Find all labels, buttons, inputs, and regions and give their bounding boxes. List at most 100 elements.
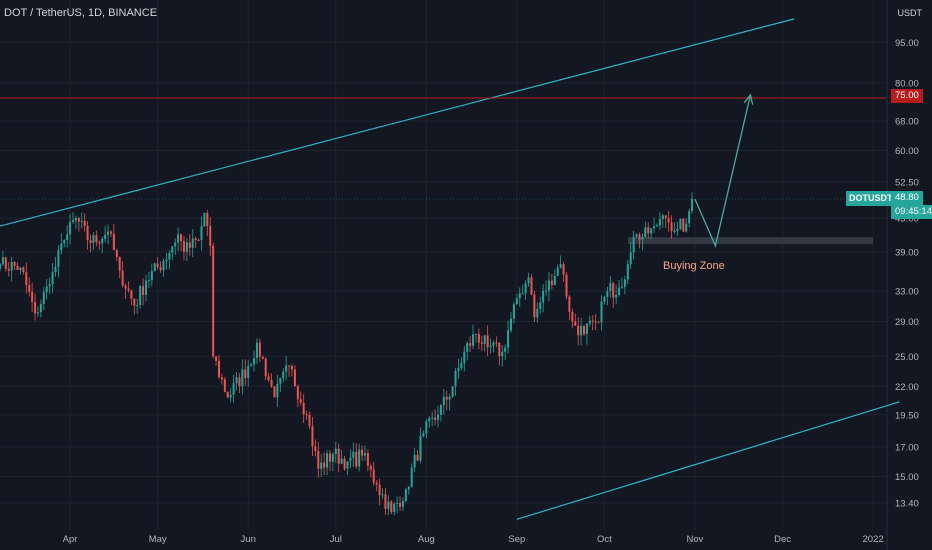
candle-body xyxy=(255,342,258,358)
candle-body xyxy=(521,293,524,295)
candle-body xyxy=(305,414,308,416)
candle-body xyxy=(647,227,650,234)
y-tick-label: 13.40 xyxy=(895,499,919,510)
candle-body xyxy=(279,378,282,384)
candle-body xyxy=(22,267,25,273)
candle-body xyxy=(273,386,276,398)
candle-body xyxy=(194,238,197,240)
candle-body xyxy=(469,343,472,346)
candle-body xyxy=(16,265,19,270)
candle-body xyxy=(142,286,145,295)
candle-body xyxy=(60,243,63,251)
candle-body xyxy=(372,469,375,483)
candle-body xyxy=(150,271,153,281)
lower-trendline xyxy=(516,401,900,520)
price-axis[interactable]: 13.40 15.00 17.00 19.50 22.00 25.00 29.00 33.00… xyxy=(895,38,919,510)
candle-body xyxy=(31,291,34,302)
symbol-title[interactable]: DOT / TetherUS, 1D, BINANCE xyxy=(4,7,158,19)
candle-body xyxy=(253,357,256,365)
candle-body xyxy=(328,453,331,462)
candle-body xyxy=(422,433,425,437)
candle-body xyxy=(174,242,177,247)
candle-body xyxy=(159,267,162,271)
candle-body xyxy=(291,365,293,370)
last-price-tag: 48.80 xyxy=(891,191,923,205)
candle-body xyxy=(19,267,22,270)
candle-body xyxy=(437,414,439,420)
candle-body xyxy=(396,502,399,504)
candle-body xyxy=(7,268,10,271)
y-tick-label: 68.00 xyxy=(895,117,919,128)
candle-body xyxy=(308,414,311,427)
candle-body xyxy=(626,264,629,280)
candle-body xyxy=(577,325,580,336)
candle-body xyxy=(644,227,647,237)
candle-body xyxy=(36,312,39,314)
candle-body xyxy=(215,356,218,361)
candle-body xyxy=(597,321,600,323)
candle-body xyxy=(209,226,212,246)
candle-body xyxy=(296,386,299,400)
x-tick-label: Nov xyxy=(687,534,704,545)
candle-body xyxy=(177,234,180,243)
candle-body xyxy=(656,225,658,227)
candle-body xyxy=(77,218,80,222)
candle-body xyxy=(1,257,4,265)
candle-body xyxy=(241,369,244,387)
candle-body xyxy=(276,383,279,398)
candle-body xyxy=(641,236,644,240)
candle-body xyxy=(188,242,191,248)
candle-body xyxy=(574,321,577,326)
candle-body xyxy=(653,226,656,229)
candle-body xyxy=(83,220,86,226)
candle-body xyxy=(629,252,632,265)
candle-body xyxy=(638,234,641,240)
candle-body xyxy=(600,301,603,323)
candle-body xyxy=(343,458,346,469)
candle-body xyxy=(463,351,466,364)
candle-body xyxy=(667,218,670,223)
candle-body xyxy=(580,326,583,336)
candle-body xyxy=(282,371,285,379)
candle-body xyxy=(267,376,270,380)
candle-body xyxy=(542,290,545,303)
candle-body xyxy=(483,335,486,344)
projection-layer[interactable] xyxy=(694,93,754,248)
candle-body xyxy=(349,457,352,462)
candle-body xyxy=(679,218,682,229)
candle-body xyxy=(25,272,28,286)
candle-body xyxy=(206,212,209,227)
candle-body xyxy=(501,351,504,357)
candle-body xyxy=(384,494,387,509)
candle-body xyxy=(288,365,291,367)
candle-body xyxy=(168,252,171,260)
candle-body xyxy=(355,451,358,467)
candle-body xyxy=(51,272,54,285)
candle-body xyxy=(495,342,498,344)
candle-body xyxy=(235,377,238,384)
x-tick-label: Dec xyxy=(774,534,791,545)
candle-body xyxy=(317,451,320,469)
candle-body xyxy=(393,503,396,512)
candle-body xyxy=(428,418,431,422)
candle-body xyxy=(39,303,42,313)
candle-body xyxy=(165,259,168,262)
drawing-layer[interactable] xyxy=(0,18,900,520)
candle-body xyxy=(139,286,142,305)
candle-body xyxy=(492,342,495,346)
candle-body xyxy=(507,330,510,348)
candle-body xyxy=(285,365,288,372)
candle-body xyxy=(618,287,621,295)
candle-body xyxy=(92,235,95,243)
candle-body xyxy=(264,358,267,377)
candle-body xyxy=(89,240,92,243)
y-tick-label: 29.00 xyxy=(895,317,919,328)
time-axis[interactable]: Apr May Jun Jul Aug Sep Oct Nov Dec 2022 xyxy=(63,534,884,545)
candle-body xyxy=(410,467,413,487)
candle-body xyxy=(682,218,685,232)
currency-label: USDT xyxy=(897,8,923,18)
candle-body xyxy=(472,334,475,346)
candle-body xyxy=(118,256,121,271)
candle-body xyxy=(212,245,215,357)
